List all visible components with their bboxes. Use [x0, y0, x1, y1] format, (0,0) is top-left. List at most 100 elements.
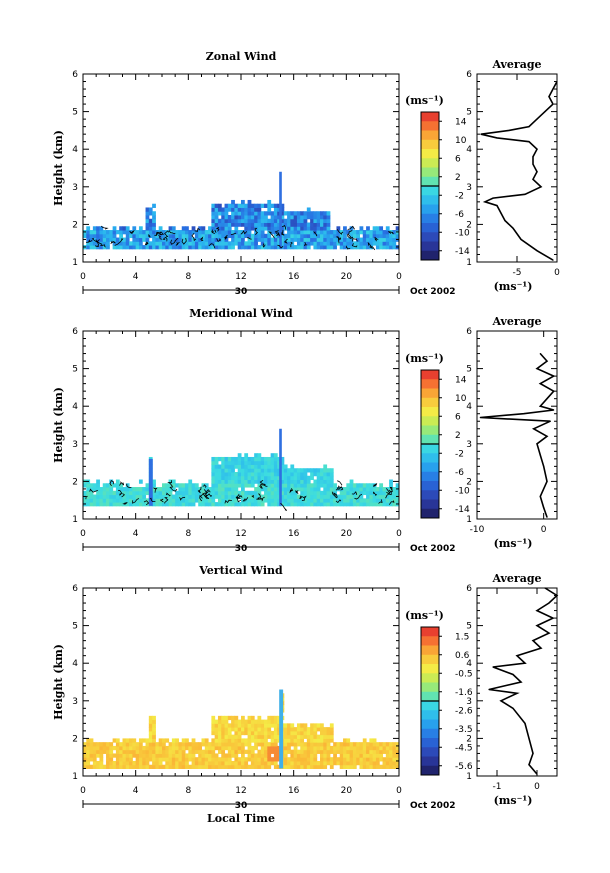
heatmap-cell [313, 490, 318, 496]
heatmap-cell [273, 727, 278, 732]
heatmap-cell [270, 460, 275, 465]
heatmap-cell [142, 502, 147, 507]
heatmap-cell [395, 226, 400, 231]
heatmap-cell [234, 494, 239, 499]
heatmap-cell [352, 487, 357, 492]
heatmap-cell [221, 456, 226, 462]
heatmap-cell [382, 237, 387, 242]
heatmap-cell [303, 230, 308, 235]
heatmap-cell [290, 502, 295, 507]
heatmap-cell [296, 727, 301, 732]
heatmap-cell [273, 456, 278, 462]
heatmap-cell [385, 233, 390, 239]
heatmap-cell [356, 237, 360, 242]
heatmap-cell [217, 218, 222, 224]
heatmap-cell [191, 745, 196, 751]
heatmap-cell [339, 498, 344, 503]
heatmap-cell [349, 760, 354, 766]
heatmap-cell [306, 738, 311, 743]
heatmap-cell [208, 490, 212, 496]
heatmap-cell [389, 241, 393, 246]
heatmap-cell [208, 237, 212, 242]
heatmap-column [279, 428, 282, 506]
heatmap-cell [270, 483, 275, 488]
average-profile-point [546, 360, 548, 362]
heatmap-cell [277, 487, 281, 492]
heatmap-cell [395, 764, 400, 769]
heatmap-cell [119, 487, 123, 492]
heatmap-cell [290, 753, 295, 758]
heatmap-cell [257, 494, 262, 499]
heatmap-cell [231, 734, 235, 739]
heatmap-cell [250, 241, 255, 246]
heatmap-cell [178, 233, 183, 239]
heatmap-cell [204, 241, 209, 246]
heatmap-cell [112, 245, 117, 250]
heatmap-cell [273, 475, 278, 481]
heatmap-cell [356, 753, 360, 758]
heatmap-cell [191, 742, 196, 747]
heatmap-cell [287, 241, 291, 246]
heatmap-cell [366, 764, 370, 769]
heatmap-cell [316, 241, 321, 246]
heatmap-cell [86, 483, 91, 488]
heatmap-cell [247, 237, 252, 242]
heatmap-cell [211, 468, 216, 473]
heatmap-cell [260, 487, 265, 492]
heatmap-cell [135, 760, 140, 766]
heatmap-cell [320, 222, 324, 227]
heatmap-cell [343, 745, 347, 751]
heatmap-cell [165, 749, 170, 754]
heatmap-cell [83, 749, 87, 754]
heatmap-cell [201, 742, 206, 747]
heatmap-cell [395, 757, 400, 762]
heatmap-cell [214, 483, 219, 488]
heatmap-cell [260, 203, 265, 208]
heatmap-cell [254, 468, 258, 473]
heatmap-cell [296, 764, 301, 769]
heatmap-cell [152, 241, 156, 246]
heatmap-cell [277, 494, 281, 499]
heatmap-cell [339, 490, 344, 496]
heatmap-cell [178, 237, 183, 242]
average-profile-point [540, 647, 542, 649]
heatmap-cell [323, 215, 328, 220]
average-profile-point [536, 773, 538, 775]
heatmap-cell [158, 245, 163, 250]
heatmap-cell [168, 237, 173, 242]
heatmap-cell [277, 730, 281, 736]
heatmap-cell [293, 487, 298, 492]
heatmap-cell [132, 742, 137, 747]
heatmap-cell [145, 742, 150, 747]
heatmap-cell [287, 211, 291, 216]
heatmap-cell [109, 490, 114, 496]
heatmap-cell [250, 226, 255, 231]
heatmap-cell [244, 727, 249, 732]
heatmap-cell [290, 245, 295, 250]
heatmap-cell [277, 719, 281, 724]
colorbar-segment [421, 710, 439, 720]
heatmap-cell [142, 753, 147, 758]
heatmap-cell [254, 745, 258, 751]
heatmap-column [148, 458, 153, 506]
average-title: Average [491, 572, 541, 585]
heatmap-cell [109, 760, 114, 766]
heatmap-cell [168, 753, 173, 758]
heatmap-cell [221, 483, 226, 488]
heatmap-cell [211, 237, 216, 242]
average-title: Average [491, 58, 541, 71]
heatmap-cell [191, 490, 196, 496]
heatmap-cell [290, 479, 295, 484]
heatmap-cell [267, 498, 272, 503]
heatmap-cell [267, 719, 272, 724]
heatmap-cell [86, 745, 91, 751]
heatmap-cell [257, 715, 262, 721]
heatmap-cell [92, 760, 97, 766]
heatmap-cell [198, 749, 202, 754]
heatmap-cell [208, 742, 212, 747]
avg-x-label: 0 [554, 268, 560, 278]
heatmap-cell [158, 742, 163, 747]
heatmap-cell [287, 498, 291, 503]
heatmap-cell [283, 727, 288, 732]
